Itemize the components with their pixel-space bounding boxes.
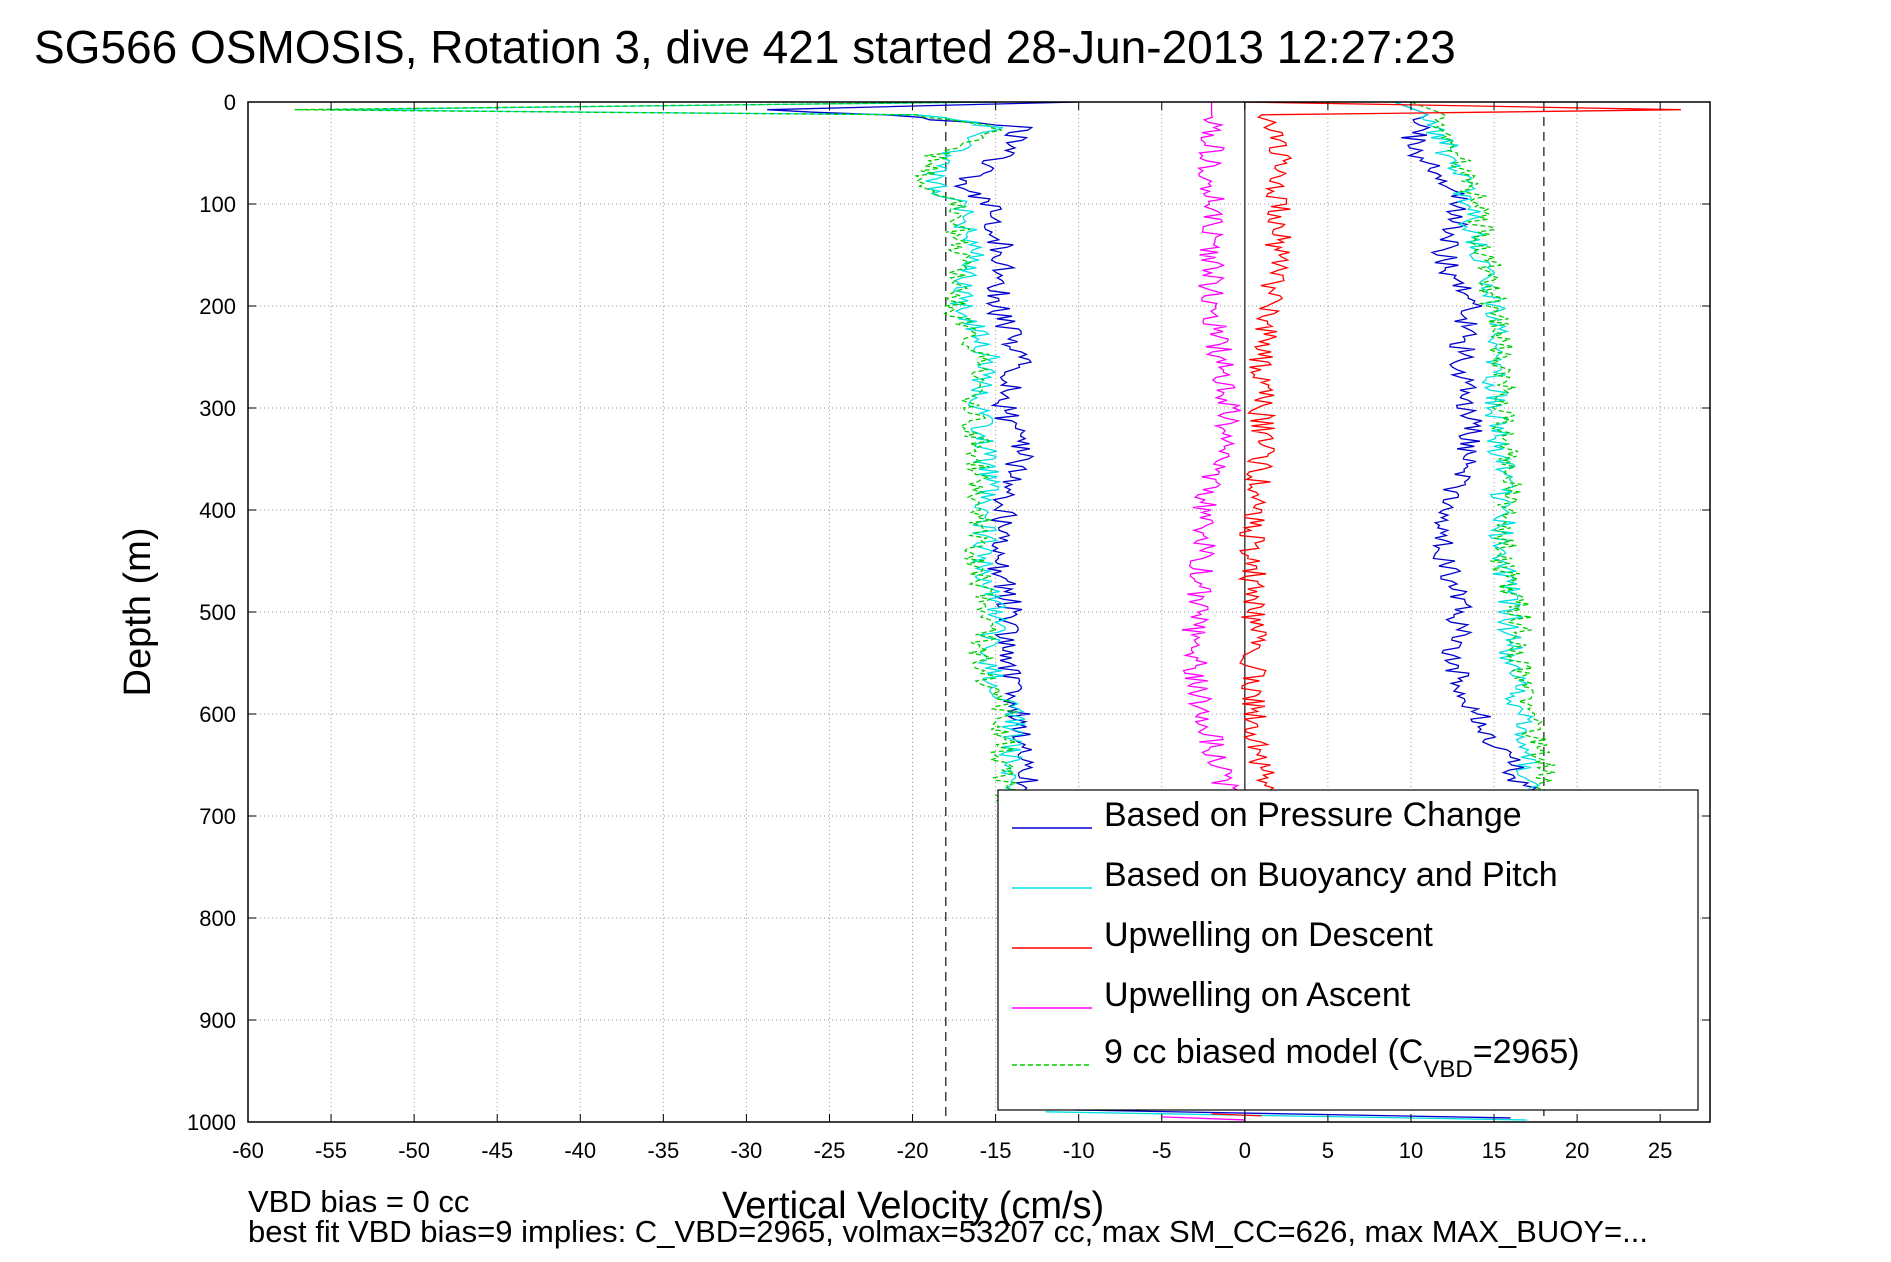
legend-label: Based on Pressure Change [1104,796,1522,834]
x-tick-label: 15 [1482,1138,1506,1163]
x-tick-label: -5 [1152,1138,1172,1163]
x-tick-label: -30 [731,1138,763,1163]
x-axis-label: Vertical Velocity (cm/s) [722,1185,1104,1227]
legend-label: Upwelling on Descent [1104,916,1433,954]
y-tick-label: 700 [199,804,236,829]
x-tick-label: -50 [398,1138,430,1163]
legend-box [997,789,1699,1111]
x-tick-label: -60 [232,1138,264,1163]
series-turnaround-segment [1045,1111,1528,1121]
series-turnaround-segment [1211,1113,1262,1117]
series-upwelling_descent [1237,102,1681,796]
best-fit-note: best fit VBD bias=9 implies: C_VBD=2965,… [248,1214,1648,1249]
chart-title: SG566 OSMOSIS, Rotation 3, dive 421 star… [34,21,1456,73]
legend: Based on Pressure Change Based on Buoyanc… [997,789,1699,1111]
series-pressure_ascent [1394,102,1539,797]
y-tick-label: 900 [199,1008,236,1033]
x-tick-label: -15 [980,1138,1012,1163]
x-tick-label: 25 [1648,1138,1672,1163]
legend-label-suffix: =2965) [1473,1033,1580,1071]
x-tick-label: 20 [1565,1138,1589,1163]
series-upwelling_ascent [1181,102,1242,796]
y-axis-label: Depth (m) [117,528,159,697]
y-tick-label: 500 [199,600,236,625]
series-turnaround-segment [1062,1109,1511,1119]
y-tick-label: 400 [199,498,236,523]
y-tick-label: 800 [199,906,236,931]
axis-ticks: -60 -55 -50 -45 -40 -35 -30 -25 -20 -15 -10 -5 0 5 10 1… [187,90,1710,1163]
x-tick-label: 5 [1322,1138,1334,1163]
x-tick-label: -40 [564,1138,596,1163]
y-tick-label: 200 [199,294,236,319]
y-tick-label: 1000 [187,1110,236,1135]
vbd-bias-note: VBD bias = 0 cc [248,1184,469,1219]
series-model_descent [294,102,1023,817]
x-tick-label: -35 [647,1138,679,1163]
x-tick-label: 0 [1239,1138,1251,1163]
series-buoyancy_ascent [1394,102,1541,797]
series-pressure_descent [767,102,1079,817]
x-tick-label: -25 [814,1138,846,1163]
x-tick-label: -55 [315,1138,347,1163]
x-tick-label: 10 [1399,1138,1423,1163]
x-tick-label: -10 [1063,1138,1095,1163]
x-tick-label: -45 [481,1138,513,1163]
series-buoyancy_descent [325,102,1033,817]
series-turnaround-segment [1161,1116,1245,1121]
legend-label: Upwelling on Ascent [1104,976,1411,1014]
series-model_ascent [1410,102,1556,797]
legend-label: Based on Buoyancy and Pitch [1104,856,1558,894]
y-tick-label: 600 [199,702,236,727]
x-tick-label: -20 [897,1138,929,1163]
legend-label-subscript: VBD [1423,1056,1472,1083]
y-tick-label: 100 [199,192,236,217]
y-tick-label: 300 [199,396,236,421]
series-group [294,102,1681,1121]
y-tick-label: 0 [224,90,236,115]
